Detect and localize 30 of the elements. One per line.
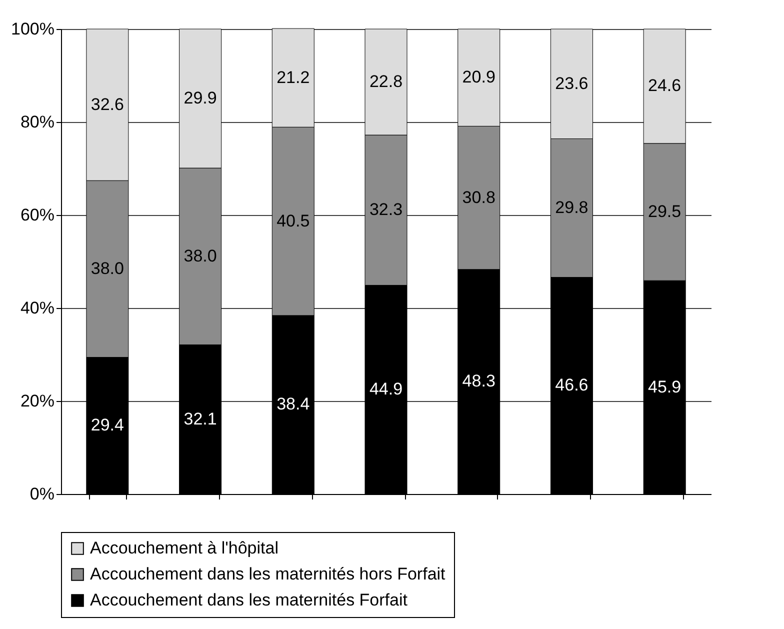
y-tick-label: 20% [20, 392, 54, 410]
data-label: 46.6 [555, 376, 588, 395]
legend-label: Accouchement dans les maternités Forfait [90, 590, 408, 610]
data-label: 29.5 [648, 202, 682, 221]
y-tick-label: 40% [20, 298, 54, 318]
data-label: 38.4 [276, 394, 310, 414]
data-label: 32.6 [90, 94, 124, 114]
data-label: 29.8 [555, 198, 588, 218]
data-label: 30.8 [462, 188, 496, 207]
data-label: 45.9 [648, 377, 682, 396]
data-label: 20.9 [462, 68, 496, 87]
y-tick-label: 0% [30, 484, 54, 504]
data-label: 24.6 [648, 76, 682, 96]
data-label: 40.5 [276, 211, 310, 230]
data-label: 22.8 [369, 72, 403, 92]
legend-label: Accouchement dans les maternités hors Forfait [90, 564, 446, 584]
data-label: 38.0 [184, 246, 217, 266]
data-label: 38.0 [90, 258, 124, 278]
data-label: 29.9 [184, 88, 217, 108]
legend-label: Accouchement à l'hôpital [90, 538, 278, 558]
y-tick-label: 60% [20, 206, 54, 224]
data-label: 32.3 [369, 200, 403, 220]
data-label: 44.9 [369, 380, 403, 399]
y-tick-label: 100% [11, 20, 54, 38]
data-label: 23.6 [555, 74, 588, 93]
data-label: 48.3 [462, 372, 496, 391]
data-label: 21.2 [276, 68, 310, 87]
data-label: 32.1 [184, 409, 217, 428]
y-tick-label: 80% [20, 112, 54, 132]
data-label: 29.4 [90, 416, 124, 435]
